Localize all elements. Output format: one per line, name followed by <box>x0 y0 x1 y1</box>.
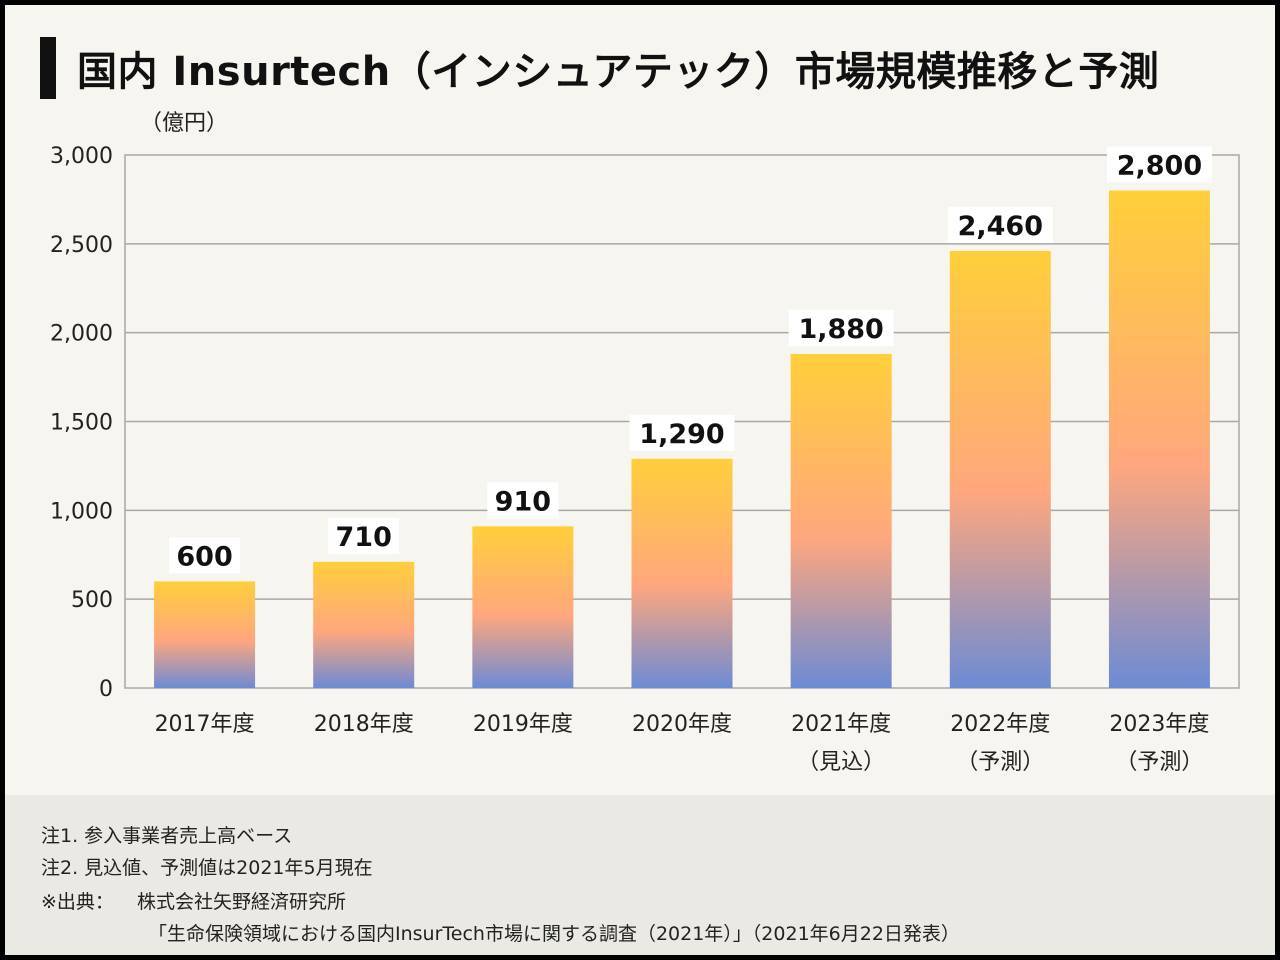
y-tick-label: 2,500 <box>50 233 113 258</box>
value-label-background <box>629 414 735 451</box>
bar <box>631 458 733 688</box>
x-tick-label: （予測） <box>956 750 1044 775</box>
y-axis-unit-label: （億円） <box>140 111 228 136</box>
y-tick-label: 1,000 <box>50 499 113 524</box>
source-document: 「生命保険領域における国内InsurTech市場に関する調査（2021年）」（2… <box>148 923 960 945</box>
value-label: 600 <box>176 541 232 572</box>
value-label-background <box>947 206 1053 243</box>
value-label-background <box>169 537 241 574</box>
x-tick-label: 2020年度 <box>632 712 732 737</box>
x-tick-label: 2023年度 <box>1109 712 1209 737</box>
bar <box>790 353 892 688</box>
note-1: 注1. 参入事業者売上高ベース <box>41 825 293 847</box>
y-tick-label: 500 <box>71 588 113 613</box>
y-tick-label: 2,000 <box>50 322 113 347</box>
value-label: 710 <box>336 522 392 553</box>
value-label-background <box>487 482 559 519</box>
y-tick-label: 0 <box>99 677 113 702</box>
value-label: 910 <box>495 486 551 517</box>
notes-section: 注1. 参入事業者売上高ベース 注2. 見込値、予測値は2021年5月現在 ※出… <box>5 795 1275 955</box>
y-tick-label: 3,000 <box>50 144 113 169</box>
x-tick-label: 2018年度 <box>314 712 414 737</box>
x-tick-label: （見込） <box>797 750 885 775</box>
value-label: 2,800 <box>1117 151 1202 182</box>
bar-chart: （億円） 0 500 1,000 1,500 2,000 2,500 3,000 600 2017… <box>50 111 1240 775</box>
chart-title: 国内 Insurtech（インシュアテック）市場規模推移と予測 <box>77 49 1160 95</box>
value-label-background <box>788 309 894 346</box>
x-tick-label: 2017年度 <box>155 712 255 737</box>
y-tick-label: 1,500 <box>50 411 113 436</box>
x-tick-label: （予測） <box>1115 750 1203 775</box>
value-label-background <box>1106 146 1212 183</box>
value-label: 2,460 <box>958 211 1043 242</box>
bar <box>472 526 574 688</box>
bar <box>949 250 1051 688</box>
value-label: 1,290 <box>639 419 724 450</box>
value-label-background <box>328 517 400 554</box>
source-label: ※出典： <box>41 891 114 913</box>
bar <box>154 581 256 688</box>
title-accent-bar <box>40 37 56 99</box>
x-tick-label: 2021年度 <box>791 712 891 737</box>
note-2: 注2. 見込値、予測値は2021年5月現在 <box>41 857 373 879</box>
bar <box>313 561 415 688</box>
x-tick-label: 2019年度 <box>473 712 573 737</box>
source-org: 株式会社矢野経済研究所 <box>137 891 347 913</box>
bar <box>1108 190 1210 689</box>
chart-frame: 国内 Insurtech（インシュアテック）市場規模推移と予測 （億円） 0 500… <box>5 5 1275 955</box>
value-label: 1,880 <box>798 314 883 345</box>
x-tick-label: 2022年度 <box>950 712 1050 737</box>
